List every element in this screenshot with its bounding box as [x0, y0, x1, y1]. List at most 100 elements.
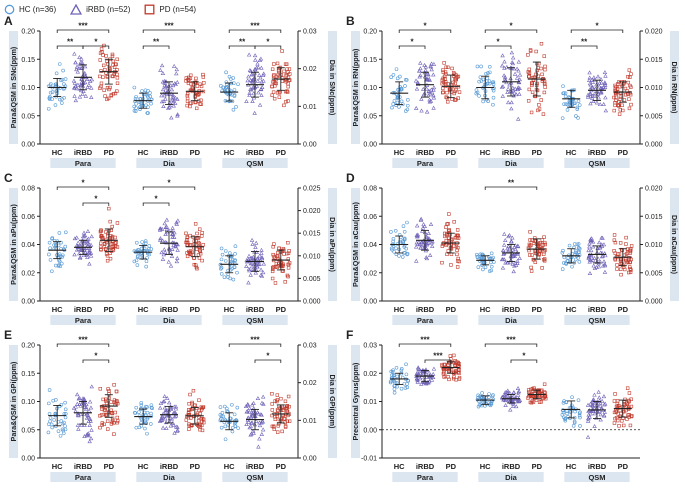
data-point	[257, 102, 263, 107]
data-point	[164, 240, 169, 245]
data-point	[586, 254, 592, 259]
data-point	[103, 94, 107, 98]
data-point	[260, 427, 266, 432]
data-point	[253, 67, 258, 72]
data-point	[588, 237, 593, 242]
data-point	[134, 425, 139, 430]
data-point	[489, 260, 493, 265]
data-point	[402, 245, 407, 249]
data-point	[617, 104, 621, 108]
y2-axis-label: Dia in aCau(ppm)	[670, 215, 679, 275]
data-point	[389, 369, 394, 374]
data-point	[75, 82, 81, 87]
data-point	[629, 244, 634, 248]
data-point	[88, 250, 94, 255]
data-point	[594, 259, 600, 264]
data-point	[592, 411, 598, 416]
data-point	[596, 95, 601, 100]
data-point	[250, 402, 255, 407]
data-point	[585, 434, 591, 439]
bracket-line	[484, 343, 538, 347]
data-point	[623, 267, 627, 272]
data-point	[251, 91, 256, 96]
data-point	[592, 93, 597, 98]
metric-band	[222, 158, 288, 168]
data-point	[60, 77, 65, 82]
panel-f: F Precentral Gyrus(ppm) -0.01 0.00 0.01 0.02 0…	[346, 328, 640, 482]
x-tick-label: iRBD	[246, 462, 265, 471]
data-point	[447, 231, 452, 235]
x-tick-label: PD	[276, 305, 287, 314]
data-point	[222, 275, 227, 279]
data-point	[615, 87, 620, 91]
data-point	[570, 264, 574, 269]
data-point	[158, 236, 163, 241]
data-point	[443, 70, 448, 74]
data-point	[505, 86, 511, 91]
data-point	[585, 418, 591, 423]
x-tick-label: PD	[618, 462, 629, 471]
x-tick-label: iRBD	[160, 305, 179, 314]
data-point	[516, 388, 522, 393]
data-point	[587, 414, 592, 419]
data-point	[442, 362, 447, 367]
data-point	[247, 409, 252, 414]
data-point	[162, 394, 167, 399]
data-point	[512, 244, 517, 249]
data-point	[184, 418, 189, 422]
data-point	[72, 85, 77, 90]
data-point	[102, 63, 106, 68]
data-point	[510, 253, 516, 258]
data-point	[110, 241, 115, 246]
data-point	[86, 408, 92, 413]
data-point	[406, 379, 410, 383]
data-point	[540, 238, 545, 242]
data-point	[85, 254, 90, 259]
x-tick-label: PD	[276, 148, 287, 157]
y-tick-label: -0.01	[361, 456, 377, 463]
significance-bracket: ***	[424, 352, 452, 363]
metric-band	[136, 472, 202, 482]
data-point	[72, 236, 78, 241]
data-point	[174, 71, 179, 76]
data-point	[441, 70, 446, 74]
data-point	[251, 430, 256, 435]
data-point	[406, 98, 410, 102]
data-point	[397, 105, 401, 109]
data-point	[159, 250, 164, 255]
data-point	[61, 431, 66, 436]
data-point	[452, 220, 456, 224]
data-point	[174, 220, 179, 225]
y-tick-label: 0.20	[21, 343, 35, 350]
data-point	[149, 422, 153, 426]
data-point	[501, 242, 507, 247]
y2-axis-label: Dia in aPu(ppm)	[328, 217, 337, 272]
data-point	[627, 413, 631, 417]
data-point	[104, 240, 109, 245]
data-point	[247, 90, 252, 95]
data-point	[200, 234, 204, 238]
data-point	[452, 360, 456, 365]
data-point	[134, 258, 139, 263]
data-point	[149, 411, 153, 416]
x-tick-label: HC	[52, 462, 63, 471]
data-point	[441, 80, 446, 84]
data-point	[50, 425, 54, 430]
data-point	[614, 415, 619, 420]
data-point	[106, 427, 110, 431]
data-point	[145, 431, 149, 436]
data-point	[146, 105, 150, 109]
data-point	[115, 415, 119, 420]
data-point	[185, 103, 189, 108]
bracket-line	[142, 186, 196, 190]
bracket-line	[82, 45, 110, 49]
y2-axis-label: Dia in RN(ppm)	[670, 62, 679, 115]
data-point	[601, 101, 606, 106]
data-point	[484, 97, 489, 102]
data-point	[597, 84, 602, 89]
data-point	[404, 109, 408, 113]
data-point	[402, 243, 407, 248]
data-point	[455, 252, 459, 257]
data-point	[414, 376, 420, 381]
data-point	[46, 430, 51, 435]
